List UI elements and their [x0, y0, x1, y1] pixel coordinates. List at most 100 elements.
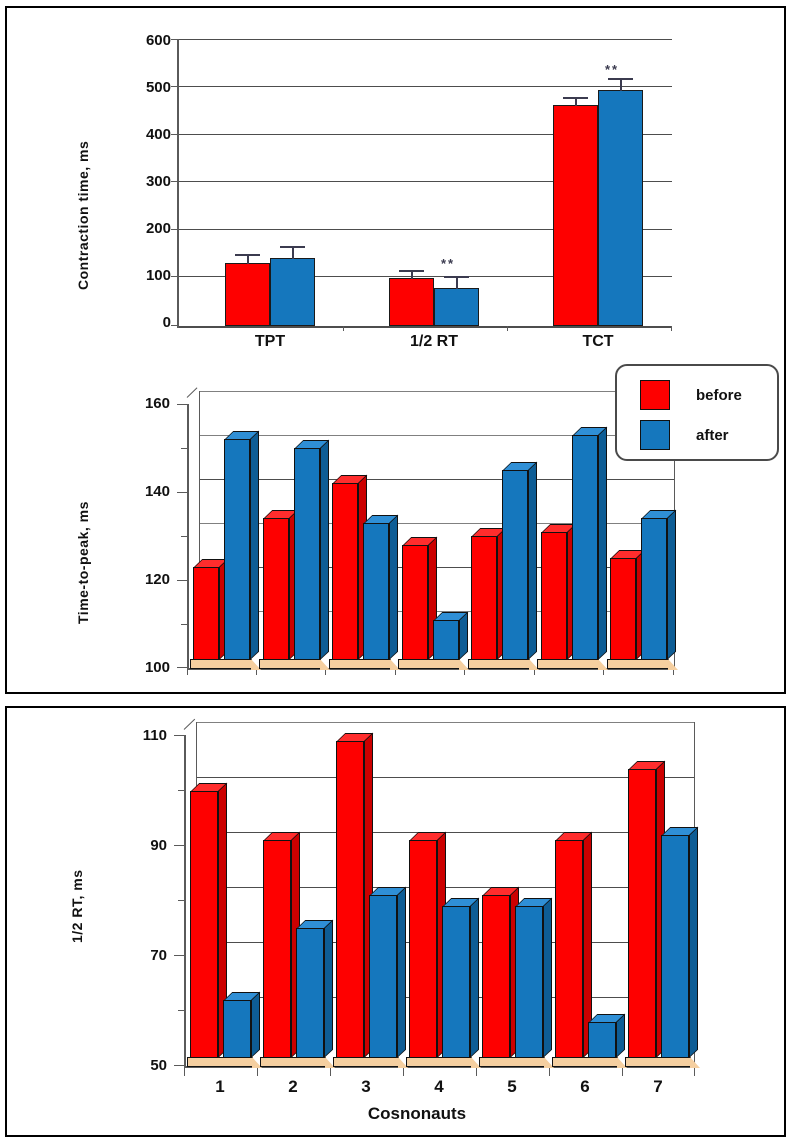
- chart1-axis-x: [179, 326, 672, 328]
- chart3-xtick-label: 5: [507, 1077, 517, 1096]
- bar-before-cosmonaut-4: [409, 831, 447, 1058]
- errorbar-before-half-rt: [399, 270, 424, 279]
- bar-before-cosmonaut-7: [610, 549, 646, 660]
- chart3-gridline: [197, 722, 695, 723]
- errorbar-after-tpt: [280, 246, 305, 259]
- chart2-gridline: [200, 611, 675, 612]
- chart3-ytick: 70: [150, 947, 167, 964]
- bar-after-cosmonaut-7: [661, 826, 699, 1058]
- chart2-axis-y: [187, 404, 189, 669]
- chart3-ytick: 50: [150, 1057, 167, 1074]
- bar-after-cosmonaut-4: [433, 611, 469, 660]
- chart3-tick: [174, 735, 185, 736]
- chart3-xtick: [622, 1068, 623, 1076]
- bar-after-cosmonaut-2: [294, 439, 330, 660]
- bar-before-tct: [553, 105, 598, 326]
- chart2-gridline: [200, 435, 675, 436]
- chart1-ytick: 400: [145, 126, 171, 143]
- chart3-tick: [174, 955, 185, 956]
- chart2-y-axis-label: Time-to-peak, ms: [75, 501, 91, 624]
- chart1-tick: [171, 39, 179, 40]
- chart1-gridline: [179, 86, 672, 87]
- chart3-ytick: 90: [150, 837, 167, 854]
- bar-after-cosmonaut-7: [641, 509, 677, 660]
- legend-item-after: after: [640, 420, 729, 450]
- chart3-xtick-label: 1: [215, 1077, 225, 1096]
- bar-before-half-rt: [389, 278, 434, 326]
- chart3-xtick: [330, 1068, 331, 1076]
- bottom-panel: 1/2 RT, ms 110 90 70 50: [5, 706, 786, 1137]
- chart3-tick: [178, 900, 185, 901]
- chart1-gridline: [179, 181, 672, 182]
- bar-before-cosmonaut-6: [541, 523, 577, 660]
- chart2-ytick: 100: [144, 659, 170, 676]
- chart1-ytick: 0: [162, 314, 171, 331]
- chart1-tick: [171, 229, 179, 230]
- chart3-gridline: [197, 887, 695, 888]
- legend-swatch-after: [640, 420, 670, 450]
- chart3-xtick-label: 2: [288, 1077, 298, 1096]
- bar-after-cosmonaut-3: [363, 514, 399, 660]
- chart2-xtick: [325, 670, 326, 675]
- chart2-floor-slab: [537, 659, 608, 670]
- chart3-xtick: [403, 1068, 404, 1076]
- chart2-xtick: [395, 670, 396, 675]
- chart3-xtick-label: 4: [434, 1077, 444, 1096]
- legend-label-before: before: [696, 386, 742, 404]
- bar-after-cosmonaut-6: [572, 426, 608, 660]
- chart1-ytick: 100: [145, 267, 171, 284]
- chart3-xtick: [549, 1068, 550, 1076]
- bar-after-cosmonaut-1: [223, 991, 261, 1058]
- bar-after-tct: [598, 90, 643, 326]
- bar-before-cosmonaut-6: [555, 831, 593, 1058]
- chart2-xtick: [464, 670, 465, 675]
- chart2-gridline: [200, 523, 675, 524]
- chart2-floor-slab: [329, 659, 400, 670]
- bar-after-cosmonaut-3: [369, 886, 407, 1058]
- chart2-gridline: [200, 391, 675, 392]
- chart2-ytick: 140: [144, 483, 170, 500]
- errorbar-after-tct: [608, 78, 633, 91]
- chart2-ytick: 160: [144, 395, 170, 412]
- chart1-tick: [171, 134, 179, 135]
- chart2-floor-slab: [398, 659, 469, 670]
- chart2-tick: [177, 404, 188, 405]
- chart2-floor-slab: [190, 659, 261, 670]
- chart3-y-axis-label: 1/2 RT, ms: [69, 869, 85, 943]
- chart1-gridline: [179, 134, 672, 135]
- chart3-ytick: 110: [142, 727, 167, 744]
- bar-before-cosmonaut-1: [190, 782, 228, 1058]
- bar-before-cosmonaut-3: [336, 732, 374, 1058]
- chart1-ytick: 600: [145, 32, 171, 49]
- chart3-tick: [178, 790, 185, 791]
- chart1-ytick: 300: [145, 173, 171, 190]
- chart1-gridline: [179, 39, 672, 40]
- chart3-floor-slab: [552, 1057, 627, 1068]
- top-panel: Contraction time, ms 600 500 400 300 200…: [5, 6, 786, 694]
- chart3-gridline: [197, 832, 695, 833]
- chart3-floor-slab: [479, 1057, 554, 1068]
- chart2-floor-slab: [607, 659, 678, 670]
- chart1-y-axis-label: Contraction time, ms: [75, 140, 91, 290]
- chart-contraction-time: Contraction time, ms 600 500 400 300 200…: [7, 8, 786, 350]
- chart1-xtick-label: TCT: [582, 333, 614, 350]
- chart2-tick: [181, 624, 188, 625]
- chart1-tick: [171, 86, 179, 87]
- errorbar-before-tpt: [235, 254, 260, 264]
- chart3-xtick: [184, 1068, 185, 1076]
- chart2-tick: [177, 667, 188, 668]
- chart1-xtick: [343, 326, 344, 331]
- chart2-axis-depth: [186, 387, 198, 398]
- chart1-xtick: [671, 326, 672, 331]
- chart-legend: before after: [615, 364, 779, 461]
- chart1-tick: [171, 276, 179, 277]
- chart3-xtick-label: 6: [580, 1077, 590, 1096]
- chart3-axis-depth: [183, 718, 196, 730]
- bar-before-cosmonaut-5: [471, 527, 507, 660]
- chart1-axis-y: [177, 39, 179, 328]
- chart-time-to-peak: Time-to-peak, ms 160 140 120 100: [7, 356, 786, 694]
- bar-before-cosmonaut-4: [402, 536, 438, 660]
- chart2-xtick: [673, 670, 674, 675]
- chart2-xtick: [256, 670, 257, 675]
